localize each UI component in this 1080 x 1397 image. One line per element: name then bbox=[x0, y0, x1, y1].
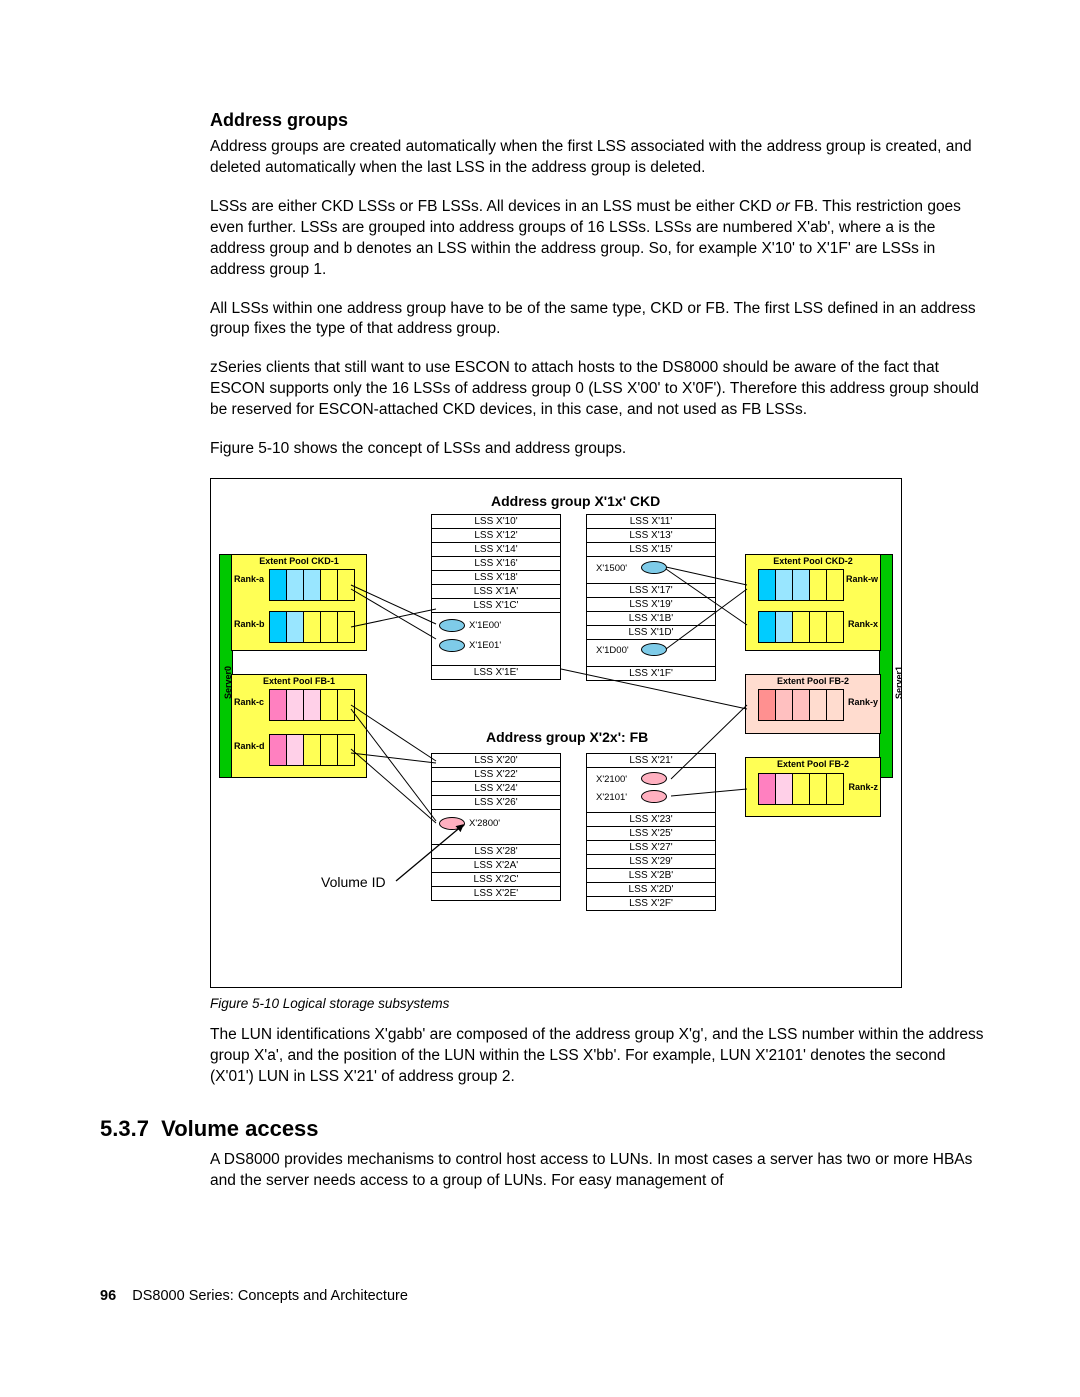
rank-b: Rank-b bbox=[234, 619, 265, 629]
disk-1e01 bbox=[439, 639, 465, 652]
footer-text: DS8000 Series: Concepts and Architecture bbox=[132, 1288, 408, 1304]
disk-2800 bbox=[439, 817, 465, 830]
server1-label: Server1 bbox=[894, 666, 902, 699]
pool-fb2a-title: Extent Pool FB-2 bbox=[746, 675, 880, 687]
disk-1500 bbox=[641, 561, 667, 574]
heading-address-groups: Address groups bbox=[210, 110, 990, 131]
p6: The LUN identifications X'gabb' are comp… bbox=[210, 1025, 990, 1088]
p4: zSeries clients that still want to use E… bbox=[210, 358, 990, 421]
p2: LSSs are either CKD LSSs or FB LSSs. All… bbox=[210, 197, 990, 281]
rank-x: Rank-x bbox=[848, 619, 878, 629]
disk-2101 bbox=[641, 790, 667, 803]
p5: Figure 5-10 shows the concept of LSSs an… bbox=[210, 439, 990, 460]
volume-id-label: Volume ID bbox=[321, 874, 386, 890]
heading-volume-access: 5.3.7 Volume access bbox=[100, 1116, 990, 1142]
p3: All LSSs within one address group have t… bbox=[210, 299, 990, 341]
pool-ckd2-title: Extent Pool CKD-2 bbox=[746, 555, 880, 567]
page-number: 96 bbox=[100, 1288, 116, 1304]
rank-c: Rank-c bbox=[234, 697, 264, 707]
disk-1d00 bbox=[641, 643, 667, 656]
server1-bar bbox=[879, 554, 893, 778]
lss-right-g1: LSS X'11' LSS X'13' LSS X'15' LSS X'17' … bbox=[586, 515, 716, 681]
rank-d: Rank-d bbox=[234, 741, 265, 751]
pool-ckd1-title: Extent Pool CKD-1 bbox=[232, 555, 366, 567]
pool-fb2b-title: Extent Pool FB-2 bbox=[746, 758, 880, 770]
rank-z: Rank-z bbox=[848, 782, 878, 792]
pool-fb1-title: Extent Pool FB-1 bbox=[232, 675, 366, 687]
p2a: LSSs are either CKD LSSs or FB LSSs. All… bbox=[210, 198, 776, 215]
figure-5-10: Address group X'1x' CKD Server0 Extent P… bbox=[210, 478, 902, 988]
rank-a: Rank-a bbox=[234, 574, 264, 584]
disk-2100 bbox=[641, 772, 667, 785]
sec-num: 5.3.7 bbox=[100, 1116, 149, 1141]
p2-em: or bbox=[776, 198, 790, 215]
p7: A DS8000 provides mechanisms to control … bbox=[210, 1150, 990, 1192]
ag1-title: Address group X'1x' CKD bbox=[491, 493, 660, 509]
sec-title: Volume access bbox=[161, 1116, 318, 1141]
rank-w: Rank-w bbox=[846, 574, 878, 584]
lss-left-g1: LSS X'10' LSS X'12' LSS X'14' LSS X'16' … bbox=[431, 515, 561, 680]
disk-1e00 bbox=[439, 619, 465, 632]
rank-y: Rank-y bbox=[848, 697, 878, 707]
ag2-title: Address group X'2x': FB bbox=[486, 729, 648, 745]
p1: Address groups are created automatically… bbox=[210, 137, 990, 179]
page-footer: 96 DS8000 Series: Concepts and Architect… bbox=[100, 1288, 408, 1304]
figure-caption: Figure 5-10 Logical storage subsystems bbox=[210, 996, 990, 1011]
